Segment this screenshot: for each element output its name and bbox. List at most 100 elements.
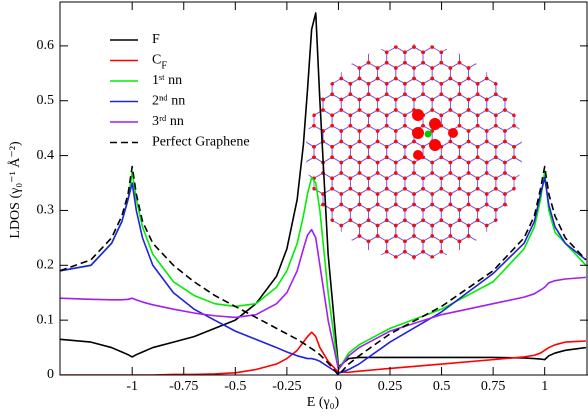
- legend-label: 2ⁿᵈ nn: [152, 94, 185, 109]
- atom: [339, 171, 344, 175]
- atom: [494, 186, 498, 191]
- x-tick-label: -0.5: [224, 379, 246, 394]
- hexagon: [486, 93, 506, 116]
- atom: [466, 66, 471, 70]
- atom: [521, 160, 522, 165]
- atom: [312, 92, 316, 97]
- hexagon: [495, 78, 515, 100]
- plot-frame: [59, 1, 588, 376]
- atom: [384, 81, 389, 86]
- hexagon: [368, 78, 388, 100]
- atom: [330, 186, 334, 191]
- atom: [521, 202, 522, 207]
- hexagon: [513, 141, 522, 163]
- atom: [457, 239, 462, 244]
- hexagon: [395, 219, 415, 242]
- legend-label: F: [152, 32, 160, 47]
- atom: [512, 176, 516, 181]
- atom: [384, 50, 389, 55]
- atom: [348, 218, 353, 223]
- atom: [439, 81, 444, 86]
- atom: [457, 155, 462, 160]
- hexagon: [368, 235, 388, 258]
- atom: [503, 202, 507, 207]
- atom: [366, 123, 371, 128]
- hexagon: [459, 46, 479, 69]
- atom: [366, 186, 371, 191]
- x-tick-label: -1: [126, 379, 138, 394]
- atom: [466, 202, 471, 207]
- hexagon: [322, 125, 342, 148]
- atom: [494, 81, 498, 86]
- atom: [466, 139, 471, 144]
- atom: [430, 66, 434, 70]
- atom: [312, 207, 316, 212]
- atom: [403, 92, 407, 97]
- neighbor-atom: [413, 150, 423, 160]
- atom: [512, 123, 516, 128]
- hexagon: [459, 172, 479, 195]
- atom: [312, 123, 316, 128]
- atom: [421, 29, 425, 33]
- hexagon: [349, 78, 369, 100]
- atom: [330, 113, 334, 118]
- lattice-inset: [306, 29, 522, 260]
- atom: [421, 249, 425, 254]
- hexagon: [440, 78, 460, 100]
- atom: [384, 92, 389, 97]
- hexagon: [377, 125, 397, 148]
- atom: [366, 218, 371, 223]
- atom: [412, 160, 416, 165]
- hexagon: [395, 62, 415, 85]
- atom: [494, 207, 498, 212]
- atom: [357, 160, 362, 165]
- series-line: [60, 228, 587, 371]
- atom: [503, 223, 507, 228]
- atom: [330, 155, 334, 160]
- atom: [348, 123, 353, 128]
- hexagon: [322, 156, 342, 179]
- hexagon: [477, 204, 497, 226]
- atom: [312, 81, 316, 86]
- atom: [403, 123, 407, 128]
- hexagon: [349, 172, 369, 195]
- atom: [439, 176, 444, 181]
- atom: [384, 186, 389, 191]
- atom: [394, 97, 398, 102]
- atom: [521, 192, 522, 196]
- atom: [375, 66, 380, 70]
- atom: [512, 207, 516, 212]
- atom: [448, 202, 453, 207]
- x-tick-label: -0.25: [272, 379, 301, 394]
- atom: [521, 129, 522, 133]
- atom: [412, 35, 416, 39]
- atom: [348, 176, 353, 181]
- hexagon: [386, 172, 406, 195]
- atom: [421, 92, 425, 97]
- atom: [375, 192, 380, 196]
- atom: [466, 97, 471, 102]
- hexagon: [386, 78, 406, 100]
- atom: [512, 218, 516, 223]
- atom: [421, 81, 425, 86]
- hexagon: [368, 204, 388, 226]
- atom: [430, 97, 434, 102]
- atom: [475, 207, 480, 212]
- hexagon: [404, 172, 424, 195]
- atom: [503, 108, 507, 112]
- hexagon: [306, 125, 324, 148]
- atom: [384, 218, 389, 223]
- hexagon: [368, 46, 388, 69]
- hexagon: [377, 62, 397, 85]
- hexagon: [449, 62, 469, 85]
- atom: [403, 186, 407, 191]
- atom: [312, 144, 316, 149]
- atom: [339, 66, 344, 70]
- atom: [412, 76, 416, 81]
- hexagon: [486, 125, 506, 148]
- hexagon: [413, 44, 433, 53]
- atom: [430, 202, 434, 207]
- atom: [457, 207, 462, 212]
- hexagon: [340, 93, 360, 116]
- atom: [403, 155, 407, 160]
